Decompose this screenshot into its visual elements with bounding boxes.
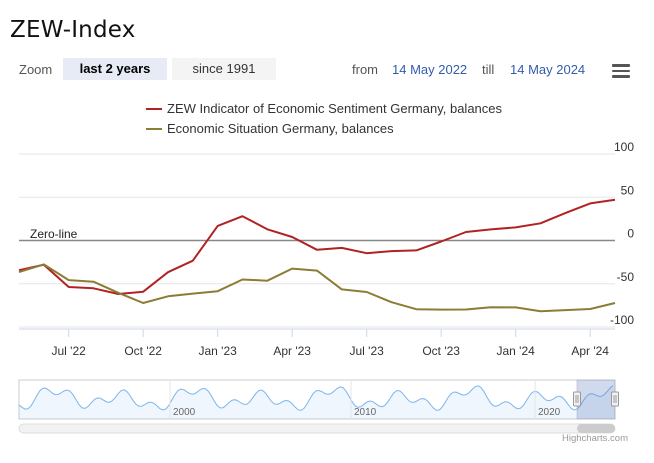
x-tick-label: Jan '24 bbox=[497, 344, 536, 358]
chart-title: ZEW-Index bbox=[10, 17, 136, 43]
data-point[interactable] bbox=[290, 235, 294, 239]
legend-swatch-situation bbox=[146, 128, 162, 130]
data-point[interactable] bbox=[390, 249, 394, 253]
y-tick-label: 50 bbox=[621, 183, 635, 197]
x-tick-label: Jan '23 bbox=[199, 344, 238, 358]
data-point[interactable] bbox=[464, 308, 468, 312]
data-point[interactable] bbox=[141, 301, 145, 305]
zoom-label: Zoom bbox=[19, 62, 53, 77]
x-axis: Jul '22 Oct '22 Jan '23 Apr '23 Jul '23 Oct '… bbox=[19, 328, 615, 358]
navigator-right-handle[interactable] bbox=[611, 391, 619, 407]
data-point[interactable] bbox=[191, 259, 195, 263]
data-point[interactable] bbox=[141, 290, 145, 294]
x-tick-label: Jul '23 bbox=[350, 344, 385, 358]
data-point[interactable] bbox=[563, 308, 567, 312]
navigator-year-2000: 2000 bbox=[173, 407, 196, 418]
legend-label-sentiment: ZEW Indicator of Economic Sentiment Germ… bbox=[167, 101, 503, 116]
navigator-year-2010: 2010 bbox=[354, 407, 377, 418]
hamburger-menu-icon[interactable] bbox=[612, 64, 630, 78]
data-point[interactable] bbox=[414, 248, 418, 252]
data-point[interactable] bbox=[241, 214, 245, 218]
data-point[interactable] bbox=[340, 287, 344, 291]
data-point[interactable] bbox=[539, 309, 543, 313]
data-point[interactable] bbox=[439, 239, 443, 243]
legend-item-situation[interactable]: Economic Situation Germany, balances bbox=[146, 121, 426, 139]
data-point[interactable] bbox=[92, 286, 96, 290]
data-point[interactable] bbox=[166, 294, 170, 298]
series-line-sentiment[interactable] bbox=[18, 198, 616, 295]
navigator-left-handle[interactable] bbox=[573, 391, 581, 407]
y-tick-label: 0 bbox=[627, 227, 634, 241]
series-layer bbox=[17, 198, 617, 313]
y-tick-label: 100 bbox=[614, 140, 634, 154]
data-point[interactable] bbox=[365, 290, 369, 294]
data-point[interactable] bbox=[613, 198, 617, 202]
x-tick-label: Jul '22 bbox=[52, 344, 87, 358]
data-point[interactable] bbox=[588, 307, 592, 311]
data-point[interactable] bbox=[92, 280, 96, 284]
data-point[interactable] bbox=[67, 278, 71, 282]
y-tick-label: -100 bbox=[610, 313, 634, 327]
data-point[interactable] bbox=[340, 246, 344, 250]
data-point[interactable] bbox=[17, 270, 21, 274]
y-axis: 100 50 0 -50 -100 bbox=[610, 140, 634, 327]
data-point[interactable] bbox=[489, 227, 493, 231]
data-point[interactable] bbox=[191, 292, 195, 296]
data-point[interactable] bbox=[514, 305, 518, 309]
scrollbar-thumb[interactable] bbox=[577, 424, 615, 433]
scrollbar-track[interactable] bbox=[18, 423, 616, 434]
navigator-year-2020: 2020 bbox=[538, 407, 561, 418]
scrollbar[interactable] bbox=[18, 423, 616, 434]
y-tick-label: -50 bbox=[617, 270, 635, 284]
data-point[interactable] bbox=[315, 248, 319, 252]
data-point[interactable] bbox=[613, 301, 617, 305]
data-point[interactable] bbox=[439, 308, 443, 312]
grid-layer bbox=[19, 153, 615, 328]
navigator-selection[interactable] bbox=[576, 379, 616, 420]
from-date-input[interactable]: 14 May 2022 bbox=[392, 62, 468, 77]
data-point[interactable] bbox=[464, 230, 468, 234]
data-point[interactable] bbox=[265, 279, 269, 283]
from-label: from bbox=[352, 62, 378, 77]
data-point[interactable] bbox=[539, 221, 543, 225]
data-point[interactable] bbox=[116, 291, 120, 295]
data-point[interactable] bbox=[414, 307, 418, 311]
till-label: till bbox=[482, 62, 495, 77]
data-point[interactable] bbox=[563, 211, 567, 215]
data-point[interactable] bbox=[42, 262, 46, 266]
data-point[interactable] bbox=[216, 224, 220, 228]
credits-link[interactable]: Highcharts.com bbox=[562, 433, 628, 444]
data-point[interactable] bbox=[290, 267, 294, 271]
data-point[interactable] bbox=[166, 270, 170, 274]
zoom-last-2-years-button[interactable]: last 2 years bbox=[63, 58, 167, 80]
navigator-frame bbox=[18, 379, 616, 420]
data-point[interactable] bbox=[514, 225, 518, 229]
navigator-series-line bbox=[18, 385, 614, 411]
x-tick-label: Apr '23 bbox=[273, 344, 311, 358]
data-point[interactable] bbox=[588, 201, 592, 205]
x-tick-label: Oct '22 bbox=[124, 344, 162, 358]
navigator-series-area bbox=[19, 385, 615, 419]
data-point[interactable] bbox=[390, 300, 394, 304]
legend-swatch-sentiment bbox=[146, 108, 162, 110]
data-point[interactable] bbox=[241, 278, 245, 282]
x-tick-label: Apr '24 bbox=[571, 344, 609, 358]
data-point[interactable] bbox=[265, 227, 269, 231]
x-tick-label: Oct '23 bbox=[422, 344, 460, 358]
data-point[interactable] bbox=[365, 251, 369, 255]
zoom-since-1991-button[interactable]: since 1991 bbox=[172, 58, 276, 80]
navigator[interactable]: 2000 2010 2020 bbox=[18, 379, 619, 420]
data-point[interactable] bbox=[315, 269, 319, 273]
zero-line-label: Zero-line bbox=[30, 227, 78, 241]
legend-label-situation: Economic Situation Germany, balances bbox=[167, 121, 394, 136]
till-date-input[interactable]: 14 May 2024 bbox=[510, 62, 586, 77]
data-point[interactable] bbox=[489, 305, 493, 309]
legend-item-sentiment[interactable]: ZEW Indicator of Economic Sentiment Germ… bbox=[146, 101, 526, 119]
data-point[interactable] bbox=[216, 289, 220, 293]
data-point[interactable] bbox=[67, 285, 71, 289]
series-line-situation[interactable] bbox=[18, 263, 616, 313]
